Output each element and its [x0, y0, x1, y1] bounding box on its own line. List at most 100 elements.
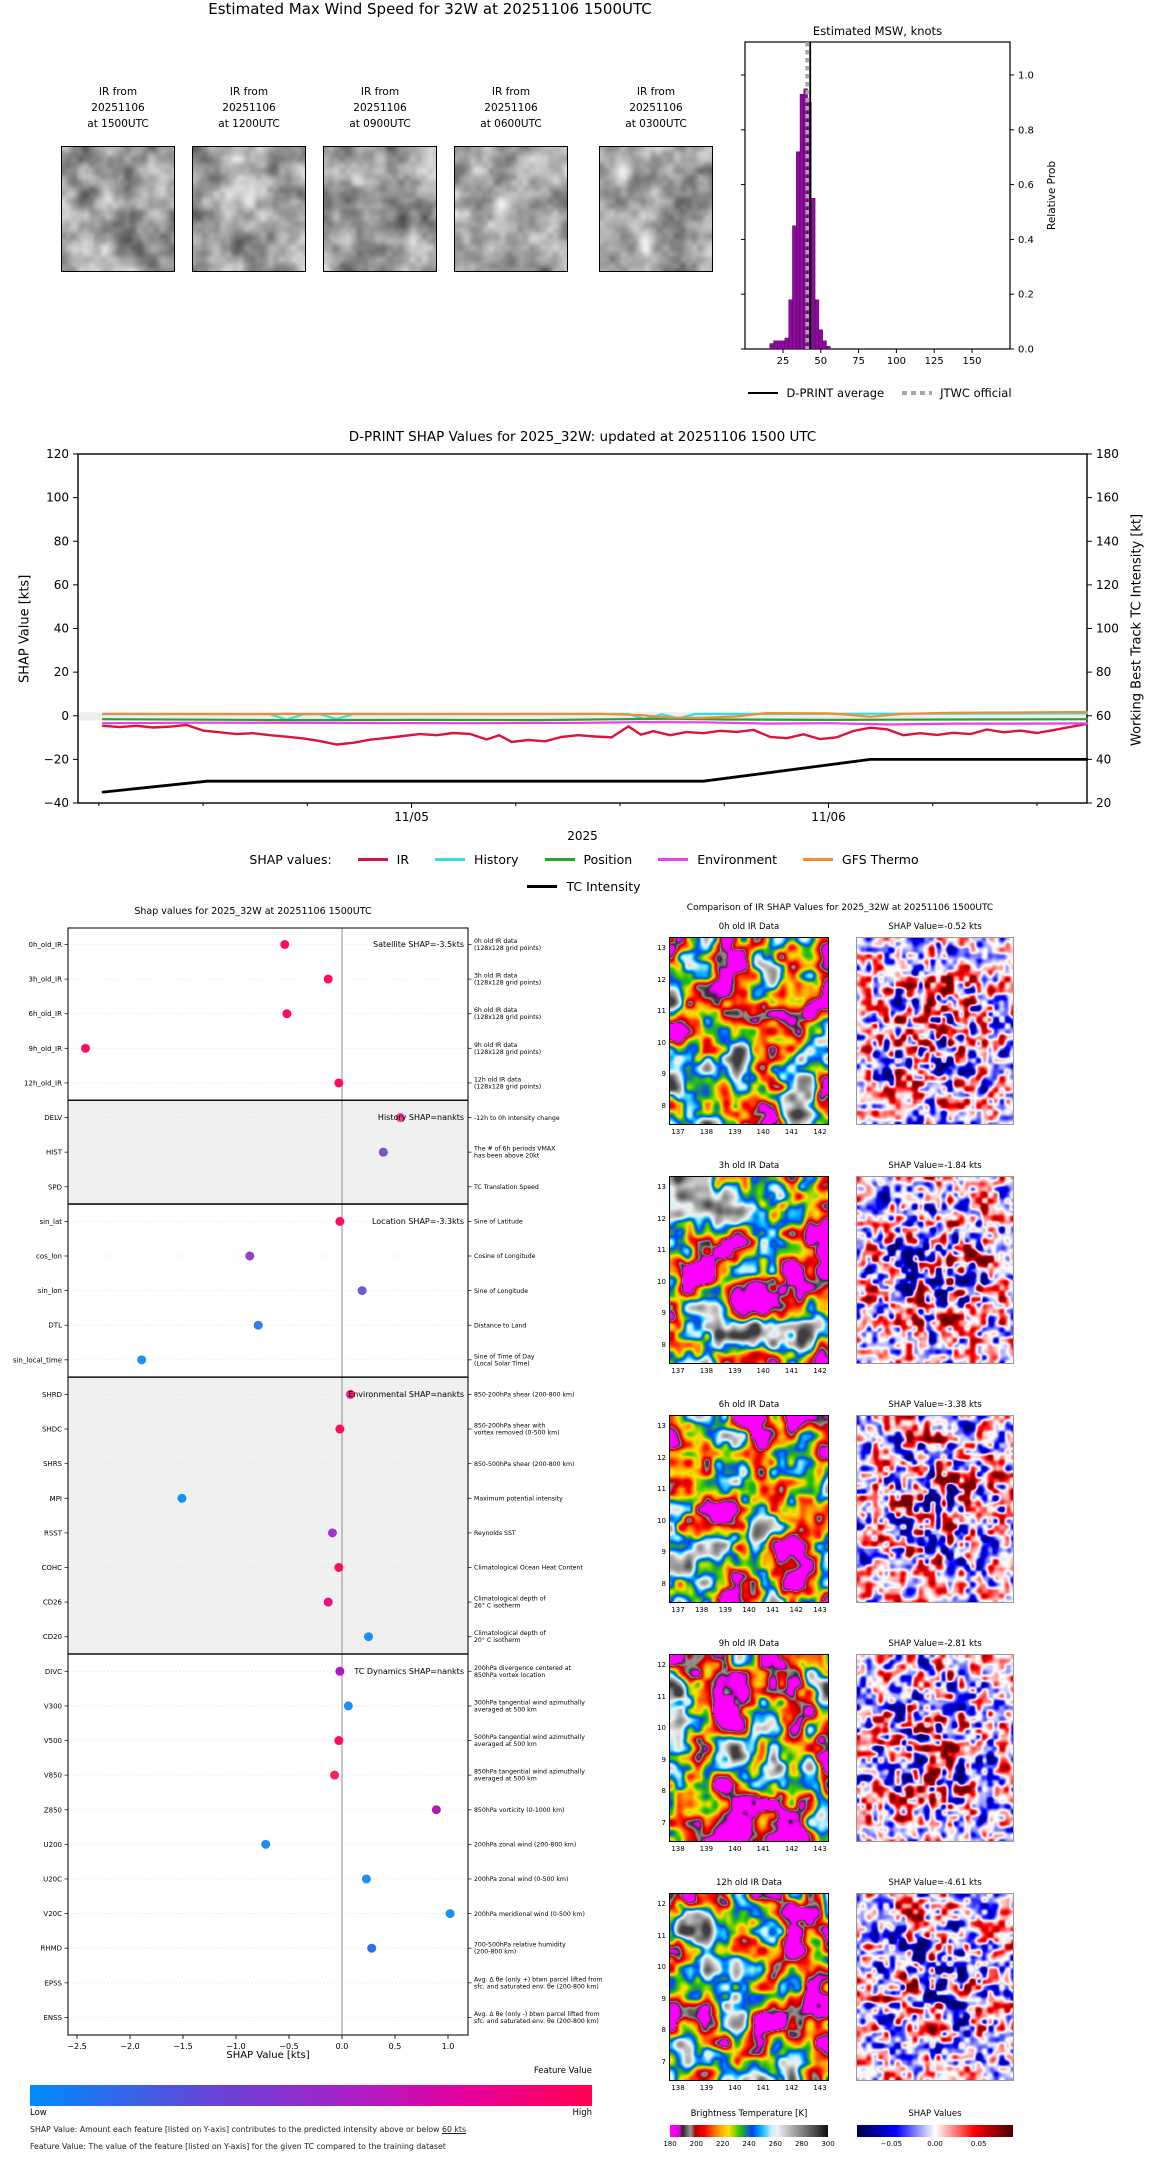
ir-map-lon-tick-label: 138 — [699, 1128, 714, 1136]
ir-thumbnail-label-line: IR from — [636, 86, 676, 98]
legend-label: JTWC official — [940, 386, 1012, 400]
histogram-bar — [784, 337, 789, 350]
dotplot-feature-label: V20C — [43, 1910, 62, 1918]
dotplot-feature-desc: 6h old IR data — [474, 1007, 517, 1014]
ir-map-lat-tick-label: 13 — [657, 944, 666, 952]
dotplot-feature-desc: has been above 20kt — [474, 1153, 540, 1160]
timeseries-ytick-left-label: −40 — [44, 796, 69, 810]
dotplot-feature-label: 0h_old_IR — [29, 941, 63, 949]
ir-map-lon-tick-label: 143 — [813, 2084, 827, 2092]
dotplot-feature-desc: 3h old IR data — [474, 973, 517, 980]
dotplot-feature-label: HIST — [46, 1149, 63, 1157]
histogram-xtick-label: 125 — [925, 356, 944, 367]
shap-dot-3h_old_IR — [323, 974, 333, 984]
dotplot-feature-desc: Reynolds SST — [474, 1530, 516, 1537]
dotplot-feature-label: 9h_old_IR — [29, 1045, 63, 1053]
ir-thumbnail-label-line: IR from — [360, 86, 400, 98]
ir-map-title: 12h old IR Data — [716, 1878, 782, 1888]
dotplot-feature-label: 6h_old_IR — [29, 1010, 63, 1018]
shap-map-title: SHAP Value=-3.38 kts — [888, 1400, 982, 1410]
dotplot-feature-desc: Cosine of Longitude — [474, 1253, 536, 1260]
shap-dot-sin_lon — [357, 1286, 367, 1296]
dotplot-feature-desc: 200hPa meridional wind (0-500 km) — [474, 1911, 585, 1918]
ir-map-lon-tick-label: 141 — [756, 1845, 770, 1853]
ir-thumbnail-label: IR from 20251106 at 0300UTC — [586, 84, 726, 132]
ir-map-title: 0h old IR Data — [718, 922, 780, 932]
ir-map-lon-tick-label: 141 — [784, 1128, 799, 1136]
timeseries-ytick-right-label: 100 — [1096, 622, 1119, 636]
shap-map-title: SHAP Value=-2.81 kts — [888, 1639, 982, 1649]
ir-map-lat-tick-label: 7 — [661, 1819, 666, 1827]
ir-thumbnail-image — [454, 146, 568, 272]
legend-label: Environment — [697, 852, 778, 867]
dotplot-feature-desc: 200hPa divergence centered at — [474, 1665, 572, 1672]
ir-map-lon-tick-label: 142 — [813, 1367, 827, 1375]
dotplot-feature-desc: 200hPa zonal wind (0-500 km) — [474, 1876, 568, 1883]
histogram-bar — [780, 340, 786, 350]
feature-value-colorbar — [30, 2085, 592, 2106]
shap-colorbar-title: SHAP Values — [908, 2109, 962, 2119]
dotplot-feature-desc: 850hPa vortex location — [474, 1672, 545, 1679]
ir-thumbnail-label-line: at 1200UTC — [218, 118, 280, 130]
shap-dot-0h_old_IR — [280, 940, 290, 949]
dotplot-xtick-label: 1.0 — [442, 2042, 455, 2051]
timeseries-ytick-left-label: 40 — [54, 622, 69, 636]
ir-thumbnail-label-line: 20251106 — [484, 102, 538, 114]
ir-map-lon-tick-label: 139 — [718, 1606, 733, 1614]
shap-dot-sin_lat — [335, 1216, 345, 1226]
histogram-bar — [814, 299, 820, 350]
shap-colorbar-tick-label: 0.00 — [927, 2140, 943, 2148]
shap-dot-12h_old_IR — [334, 1078, 344, 1088]
footnote-shap-value: SHAP Value: Amount each feature [listed … — [30, 2125, 466, 2134]
dotplot-feature-desc: (128x128 grid points) — [474, 1049, 541, 1056]
ir-map-lat-tick-label: 10 — [657, 1038, 666, 1047]
timeseries-legend-item: TC Intensity — [527, 879, 641, 894]
ir-map-lon-tick-label: 139 — [728, 1128, 742, 1136]
ir-thumbnail-label-line: 20251106 — [222, 102, 276, 114]
series-line-gfs-thermo — [101, 710, 1089, 720]
timeseries-ylabel-right: Working Best Track TC Intensity [kt] — [1129, 513, 1145, 747]
ir-thumbnail-label: IR from 20251106 at 1200UTC — [179, 84, 319, 132]
dotplot-frame — [67, 927, 469, 2036]
ir-thumbnail-image — [192, 146, 306, 272]
shap-map-image — [856, 1176, 1014, 1364]
footnote-line1-text: SHAP Value: Amount each feature [listed … — [30, 2125, 442, 2134]
legend-line-sample — [435, 858, 466, 861]
ir-map-lat-tick-label: 8 — [661, 1580, 666, 1588]
timeseries-title: D-PRINT SHAP Values for 2025_32W: update… — [348, 429, 817, 445]
legend-label: IR — [396, 852, 410, 867]
bt-colorbar — [670, 2125, 828, 2137]
shap-dot-RHMD — [367, 1943, 377, 1953]
ir-map-lon-tick-label: 142 — [784, 2084, 799, 2092]
timeseries-xtick-label: 11/05 — [394, 810, 429, 824]
ir-thumbnail-label-line: at 0900UTC — [349, 118, 411, 130]
shap-dot-SHRD — [345, 1389, 355, 1399]
dotplot-feature-label: 3h_old_IR — [29, 976, 63, 984]
ir-map-title: 9h old IR Data — [718, 1639, 780, 1649]
shap-map-image — [856, 1893, 1014, 2081]
series-line-environment — [101, 720, 1089, 726]
dotplot-feature-desc: (128x128 grid points) — [474, 1014, 541, 1021]
dotplot-feature-label: CD26 — [43, 1599, 63, 1607]
ir-map-lon-tick-label: 138 — [671, 2084, 685, 2092]
legend-line-sample — [803, 858, 834, 861]
dotplot-xtick-label: 0.0 — [336, 2042, 349, 2051]
histogram-xtick-label: 75 — [852, 356, 865, 367]
timeseries-ytick-left-label: 100 — [46, 491, 69, 505]
dotplot-xtick-label: −1.0 — [226, 2042, 245, 2051]
ir-map-lat-tick-label: 8 — [661, 1102, 666, 1110]
ir-map-lon-tick-label: 137 — [671, 1367, 685, 1375]
dotplot-feature-desc: TC Translation Speed — [473, 1184, 539, 1191]
dotplot-feature-desc: averaged at 500 km — [474, 1776, 537, 1783]
shap-dot-DTL — [253, 1320, 263, 1330]
dotplot-xtick-label: −0.5 — [279, 2042, 298, 2051]
histogram-bar — [796, 151, 801, 350]
dotplot-feature-label: cos_lon — [36, 1252, 62, 1260]
ir-map-lat-tick-label: 8 — [661, 1787, 666, 1796]
dotplot-feature-desc: averaged at 500 km — [474, 1706, 537, 1713]
ir-map-lat-tick-label: 9 — [661, 1755, 666, 1764]
timeseries-legend-item: History — [435, 852, 519, 867]
histogram-bar — [788, 299, 793, 350]
page-title: Estimated Max Wind Speed for 32W at 2025… — [208, 0, 652, 18]
